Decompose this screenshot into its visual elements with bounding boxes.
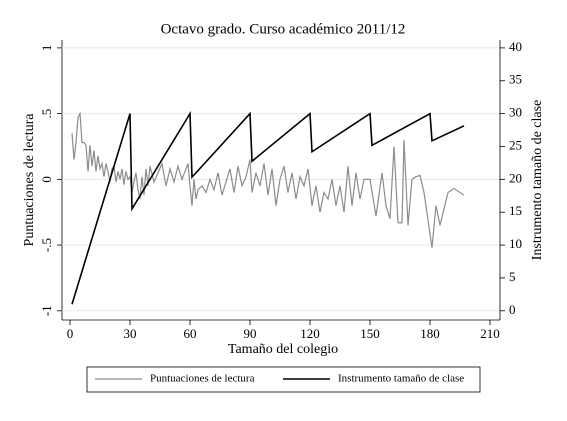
- x-tick-label: 180: [420, 326, 440, 341]
- y2-tick-label: 0: [509, 302, 516, 317]
- y-tick-label: 0: [39, 176, 54, 183]
- y2-tick-label: 35: [509, 72, 522, 87]
- y2-axis-label: Instrumento tamaño de clase: [530, 100, 545, 261]
- y-tick-label: -1: [39, 305, 54, 316]
- y2-tick-label: 40: [509, 39, 522, 54]
- x-tick-label: 150: [360, 326, 380, 341]
- x-tick-label: 120: [300, 326, 320, 341]
- y-axis-label: Puntuaciones de lectura: [22, 113, 37, 247]
- y2-tick-label: 30: [509, 105, 522, 120]
- x-tick-label: 60: [184, 326, 197, 341]
- x-axis-label: Tamaño del colegio: [228, 342, 338, 357]
- x-tick-label: 210: [480, 326, 500, 341]
- legend-box: [86, 366, 481, 393]
- x-tick-label: 0: [67, 326, 74, 341]
- y2-tick-label: 5: [509, 269, 516, 284]
- x-tick-label: 30: [124, 326, 137, 341]
- y2-tick-label: 15: [509, 203, 522, 218]
- chart-title: Octavo grado. Curso académico 2011/12: [161, 21, 406, 37]
- x-tick-label: 90: [244, 326, 257, 341]
- y2-tick-label: 25: [509, 137, 522, 152]
- legend-label: Instrumento tamaño de clase: [338, 373, 464, 385]
- y2-tick-label: 10: [509, 236, 522, 251]
- series-line: [71, 110, 465, 305]
- y-tick-label: -.5: [39, 238, 54, 252]
- y-tick-label: 1: [39, 45, 54, 52]
- y2-tick-label: 20: [509, 170, 522, 185]
- legend-label: Puntuaciones de lectura: [150, 373, 255, 385]
- y-tick-label: .5: [39, 109, 54, 119]
